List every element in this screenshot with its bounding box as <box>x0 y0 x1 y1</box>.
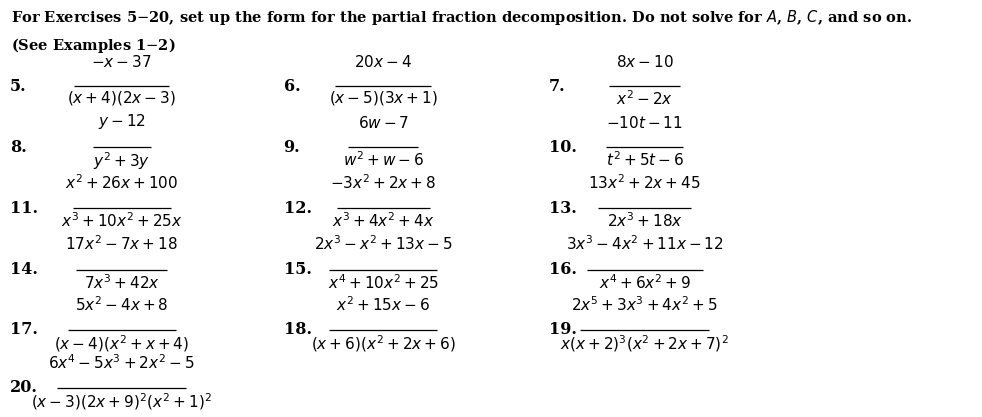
Text: 16.: 16. <box>549 261 577 278</box>
Text: $x^2 + 15x - 6$: $x^2 + 15x - 6$ <box>336 295 430 314</box>
Text: $t^2 + 5t - 6$: $t^2 + 5t - 6$ <box>606 151 683 169</box>
Text: 10.: 10. <box>549 139 577 156</box>
Text: $x(x + 2)^3(x^2 + 2x + 7)^2$: $x(x + 2)^3(x^2 + 2x + 7)^2$ <box>561 333 729 354</box>
Text: For Exercises 5$-$20, set up the form for the partial fraction decomposition. Do: For Exercises 5$-$20, set up the form fo… <box>12 8 912 27</box>
Text: 6.: 6. <box>284 78 300 95</box>
Text: $6x^4 - 5x^3 + 2x^2 - 5$: $6x^4 - 5x^3 + 2x^2 - 5$ <box>48 353 195 372</box>
Text: $y - 12$: $y - 12$ <box>98 112 145 131</box>
Text: $-x - 37$: $-x - 37$ <box>91 54 152 70</box>
Text: 20.: 20. <box>10 379 37 396</box>
Text: 9.: 9. <box>284 139 300 156</box>
Text: $2x^3 + 18x$: $2x^3 + 18x$ <box>607 212 682 231</box>
Text: $13x^2 + 2x + 45$: $13x^2 + 2x + 45$ <box>588 173 701 192</box>
Text: $(x - 3)(2x + 9)^2(x^2 + 1)^2$: $(x - 3)(2x + 9)^2(x^2 + 1)^2$ <box>31 391 212 412</box>
Text: $w^2 + w - 6$: $w^2 + w - 6$ <box>343 151 424 169</box>
Text: $7x^3 + 42x$: $7x^3 + 42x$ <box>83 273 160 291</box>
Text: 7.: 7. <box>549 78 566 95</box>
Text: $3x^3 - 4x^2 + 11x - 12$: $3x^3 - 4x^2 + 11x - 12$ <box>566 235 724 253</box>
Text: $(x + 6)(x^2 + 2x + 6)$: $(x + 6)(x^2 + 2x + 6)$ <box>311 333 456 354</box>
Text: 8.: 8. <box>10 139 27 156</box>
Text: 18.: 18. <box>284 322 311 339</box>
Text: $(x - 5)(3x + 1)$: $(x - 5)(3x + 1)$ <box>329 89 438 108</box>
Text: $x^4 + 10x^2 + 25$: $x^4 + 10x^2 + 25$ <box>328 273 439 291</box>
Text: $17x^2 - 7x + 18$: $17x^2 - 7x + 18$ <box>66 235 178 253</box>
Text: $-3x^2 + 2x + 8$: $-3x^2 + 2x + 8$ <box>330 173 436 192</box>
Text: 17.: 17. <box>10 322 37 339</box>
Text: 12.: 12. <box>284 200 311 217</box>
Text: $y^2 + 3y$: $y^2 + 3y$ <box>93 151 150 172</box>
Text: 5.: 5. <box>10 78 27 95</box>
Text: $20x - 4$: $20x - 4$ <box>355 54 412 70</box>
Text: $x^3 + 4x^2 + 4x$: $x^3 + 4x^2 + 4x$ <box>332 212 434 231</box>
Text: 15.: 15. <box>284 261 311 278</box>
Text: $x^2 + 26x + 100$: $x^2 + 26x + 100$ <box>65 173 179 192</box>
Text: $5x^2 - 4x + 8$: $5x^2 - 4x + 8$ <box>75 295 169 314</box>
Text: 13.: 13. <box>549 200 577 217</box>
Text: $8x - 10$: $8x - 10$ <box>616 54 674 70</box>
Text: 11.: 11. <box>10 200 37 217</box>
Text: $x^3 + 10x^2 + 25x$: $x^3 + 10x^2 + 25x$ <box>61 212 183 231</box>
Text: $2x^3 - x^2 + 13x - 5$: $2x^3 - x^2 + 13x - 5$ <box>314 235 453 253</box>
Text: (See Examples 1$-$2): (See Examples 1$-$2) <box>12 36 176 55</box>
Text: 14.: 14. <box>10 261 37 278</box>
Text: $(x + 4)(2x - 3)$: $(x + 4)(2x - 3)$ <box>67 89 176 108</box>
Text: 19.: 19. <box>549 322 577 339</box>
Text: $2x^5 + 3x^3 + 4x^2 + 5$: $2x^5 + 3x^3 + 4x^2 + 5$ <box>572 295 718 314</box>
Text: $-10t - 11$: $-10t - 11$ <box>606 115 683 131</box>
Text: $x^4 + 6x^2 + 9$: $x^4 + 6x^2 + 9$ <box>599 273 690 291</box>
Text: $6w - 7$: $6w - 7$ <box>357 115 409 131</box>
Text: $x^2 - 2x$: $x^2 - 2x$ <box>616 89 673 108</box>
Text: $(x - 4)(x^2 + x + 4)$: $(x - 4)(x^2 + x + 4)$ <box>54 333 190 354</box>
